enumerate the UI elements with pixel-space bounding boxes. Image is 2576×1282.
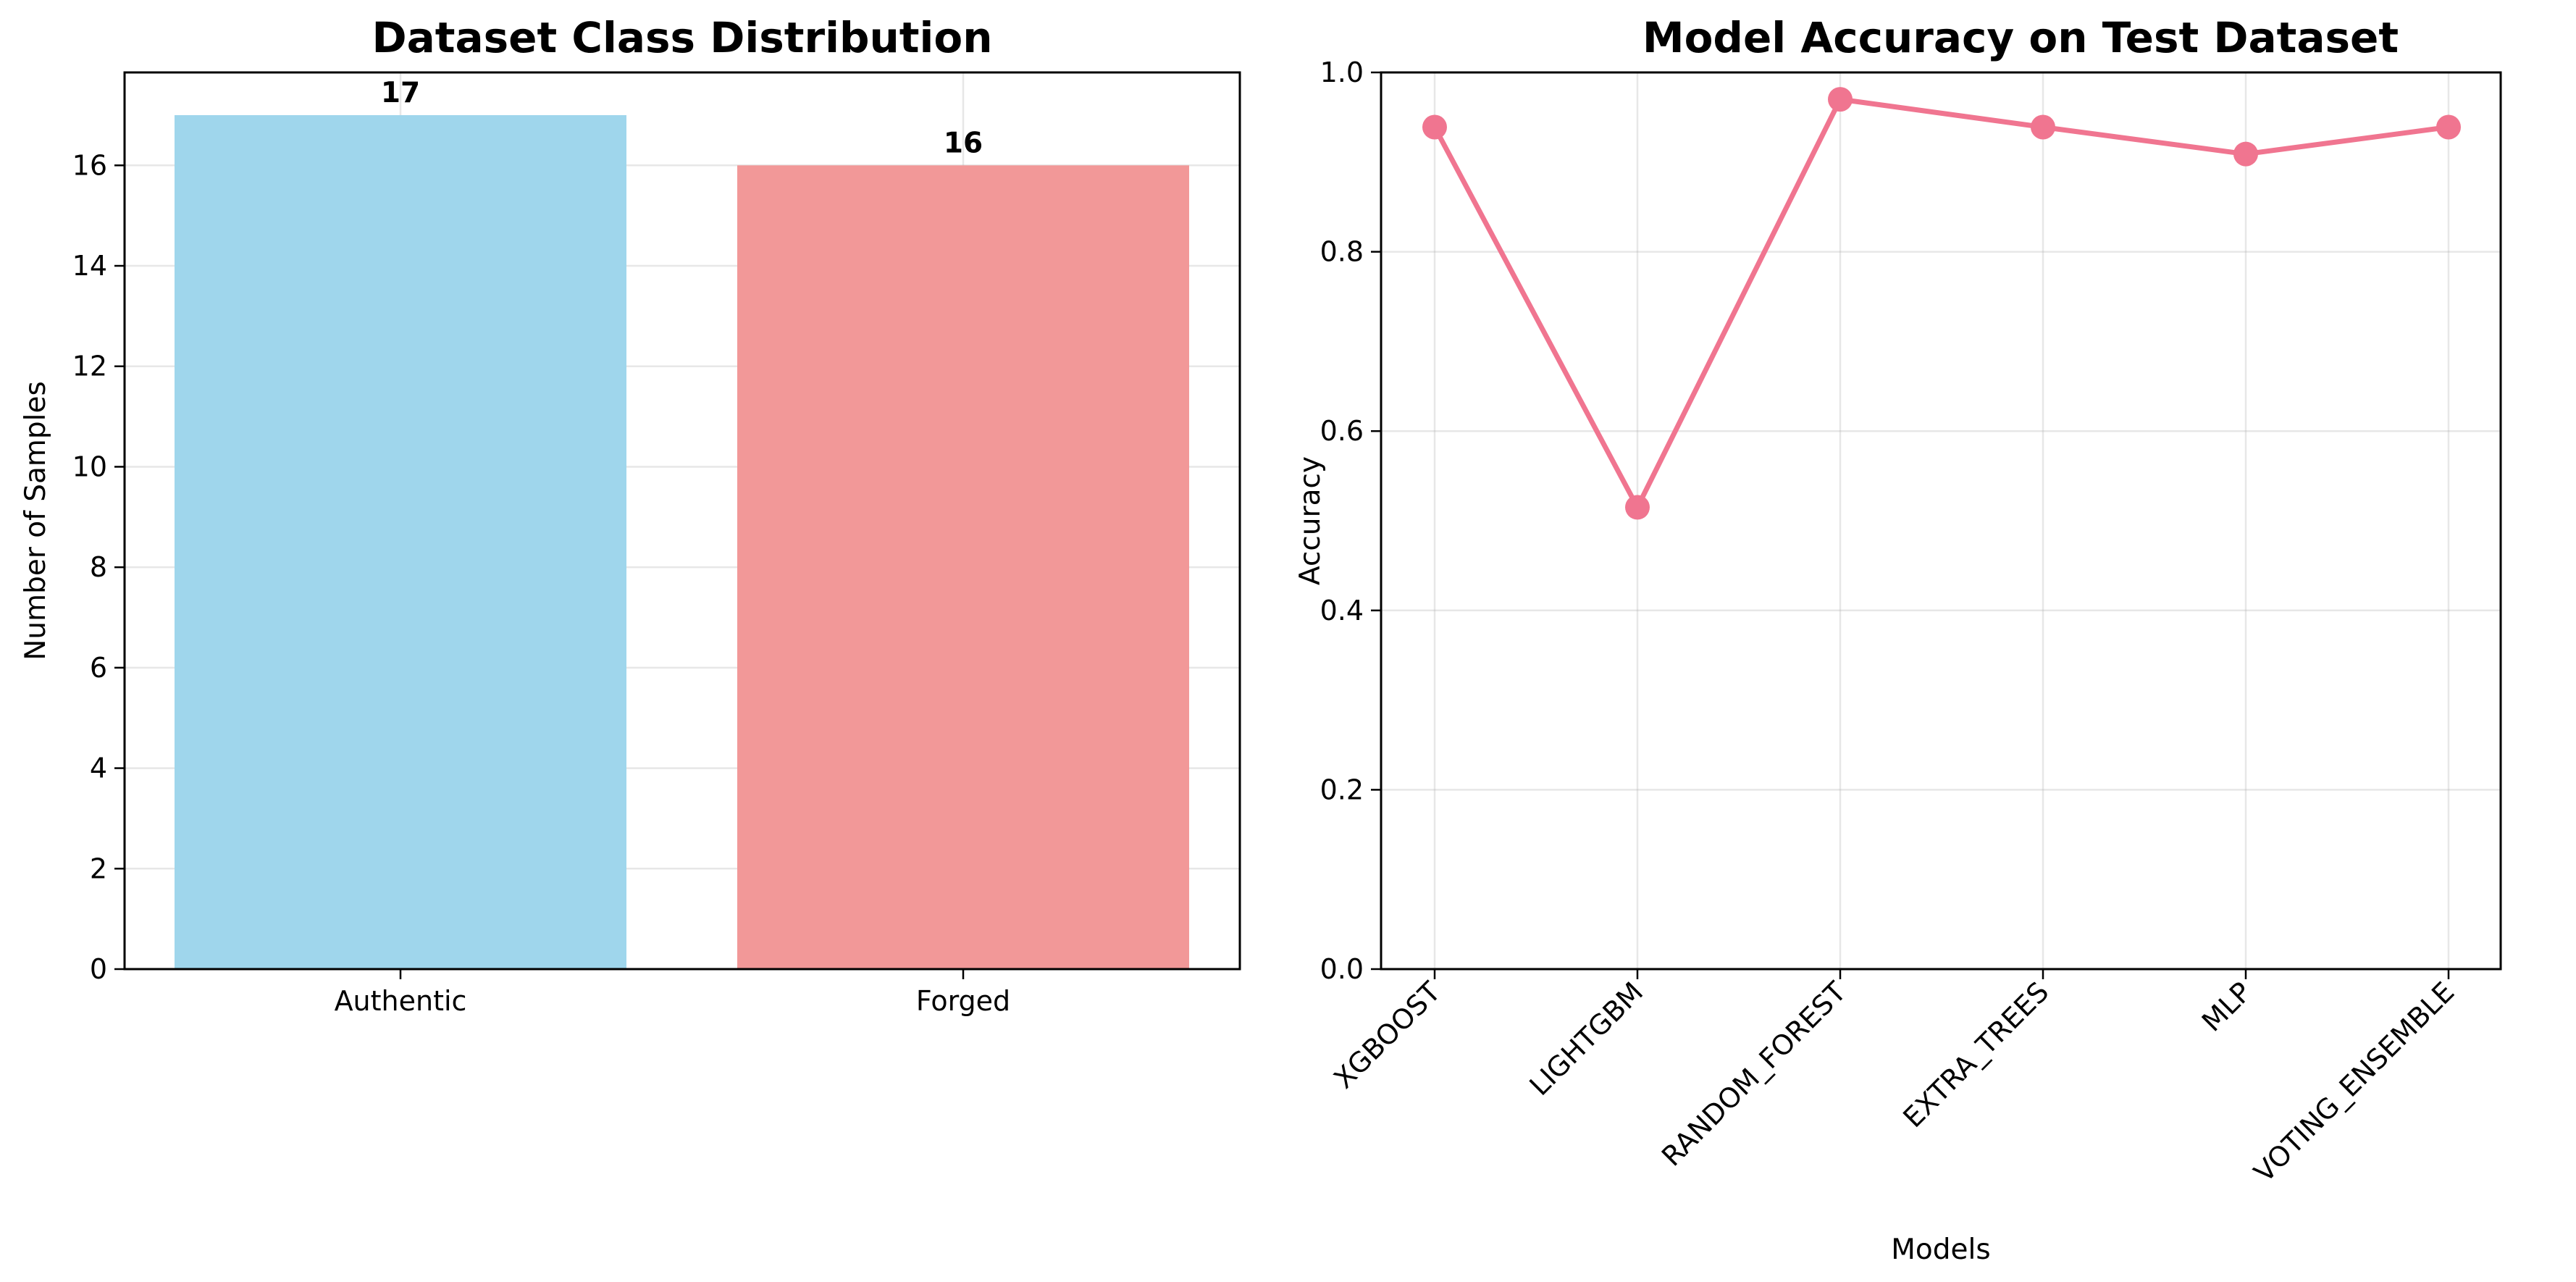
left-plot-frame (123, 71, 1241, 971)
accuracy-point-xgboost (1422, 114, 1447, 140)
left-x-ticks: Authentic Forged (335, 969, 1010, 1017)
left-chart: Dataset Class Distribution 0 2 4 6 8 10 12 14 16… (20, 13, 1241, 1017)
right-x-tick-label: XGBOOST (1327, 976, 1447, 1095)
left-x-tick-label: Authentic (335, 985, 467, 1017)
left-y-axis-label: Number of Samples (20, 381, 52, 661)
right-x-ticks: XGBOOST LIGHTGBM RANDOM_FOREST EXTRA_TREES M… (1327, 969, 2460, 1189)
left-y-ticks: 0 2 4 6 8 10 12 14 16 (72, 149, 125, 985)
right-x-tick-label: LIGHTGBM (1523, 976, 1649, 1102)
left-y-tick-label: 2 (90, 852, 107, 884)
right-x-tick-label: MLP (2196, 976, 2257, 1037)
right-plot-frame (1380, 71, 2502, 971)
left-y-tick-label: 6 (90, 652, 107, 684)
right-y-tick-label: 0.6 (1320, 415, 1364, 447)
left-chart-title: Dataset Class Distribution (372, 13, 992, 62)
right-chart-title: Model Accuracy on Test Dataset (1642, 13, 2399, 62)
right-y-tick-label: 0.8 (1320, 236, 1364, 268)
right-x-tick-label: EXTRA_TREES (1897, 976, 2055, 1134)
right-x-axis-label: Models (1891, 1233, 1990, 1266)
right-y-axis-label: Accuracy (1294, 456, 1327, 585)
right-x-tick-label: VOTING_ENSEMBLE (2248, 976, 2461, 1189)
right-x-tick-label: RANDOM_FOREST (1656, 976, 1853, 1173)
left-y-tick-label: 14 (72, 250, 107, 282)
right-grid (1381, 71, 2501, 971)
accuracy-point-voting_ensemble (2436, 114, 2461, 140)
right-y-tick-label: 1.0 (1320, 56, 1364, 88)
left-y-tick-label: 0 (90, 953, 107, 985)
right-points (1422, 87, 2461, 520)
bar-forged (737, 165, 1189, 970)
right-y-tick-label: 0.4 (1320, 595, 1364, 627)
bar-value-label: 16 (944, 127, 983, 159)
accuracy-point-lightgbm (1625, 495, 1650, 520)
left-y-tick-label: 16 (72, 149, 107, 181)
accuracy-point-extra_trees (2031, 114, 2055, 140)
right-y-tick-label: 0.0 (1320, 953, 1364, 985)
left-x-tick-label: Forged (916, 985, 1010, 1017)
left-y-tick-label: 8 (90, 551, 107, 583)
right-y-ticks: 0.0 0.2 0.4 0.6 0.8 1.0 (1320, 56, 1381, 985)
accuracy-line (1432, 96, 2449, 510)
left-y-tick-label: 4 (90, 753, 107, 784)
bar-authentic (175, 114, 626, 969)
accuracy-point-random_forest (1828, 87, 1853, 112)
right-chart: Model Accuracy on Test Dataset 0.0 0.2 0.4… (1294, 13, 2502, 1266)
right-line (1432, 96, 2449, 510)
left-y-tick-label: 12 (72, 351, 107, 382)
right-y-tick-label: 0.2 (1320, 774, 1364, 805)
left-y-tick-label: 10 (72, 451, 107, 482)
bar-value-label: 17 (381, 77, 420, 109)
accuracy-point-mlp (2233, 141, 2258, 167)
left-bars (175, 114, 1189, 970)
